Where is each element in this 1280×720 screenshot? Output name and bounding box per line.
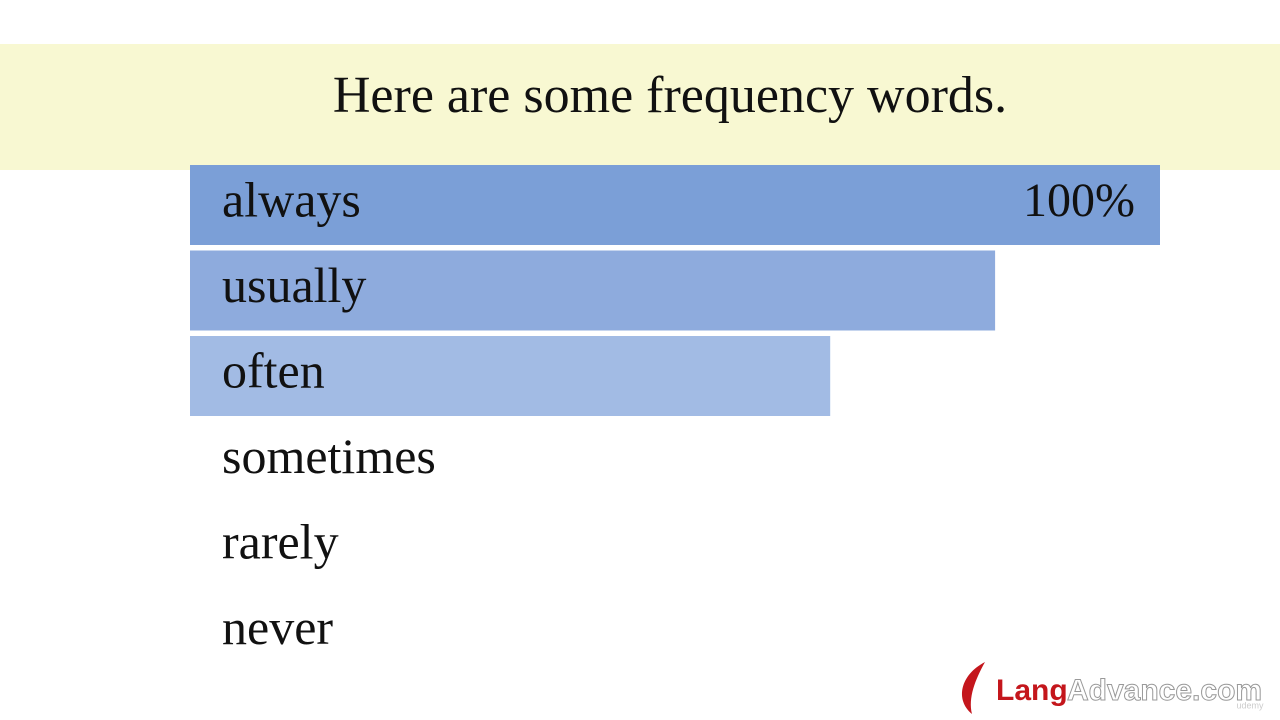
bar (190, 336, 831, 416)
category-label: never (222, 599, 333, 655)
category-label: sometimes (222, 428, 436, 484)
category-label: often (222, 342, 325, 398)
bar (190, 250, 996, 331)
logo-leaf (962, 662, 985, 714)
bar (190, 165, 1160, 245)
slide-title: Here are some frequency words. (333, 67, 1007, 124)
category-label: usually (222, 257, 366, 313)
logo: Lang Advance.com udemy (962, 662, 1264, 714)
category-label: rarely (222, 513, 339, 569)
value-label: 100% (1023, 174, 1135, 227)
category-label: always (222, 171, 361, 227)
logo-brand: Lang (996, 674, 1068, 707)
logo-suffix: Advance.com (1067, 674, 1262, 707)
title-band (0, 44, 1280, 170)
watermark: udemy (1236, 700, 1264, 710)
